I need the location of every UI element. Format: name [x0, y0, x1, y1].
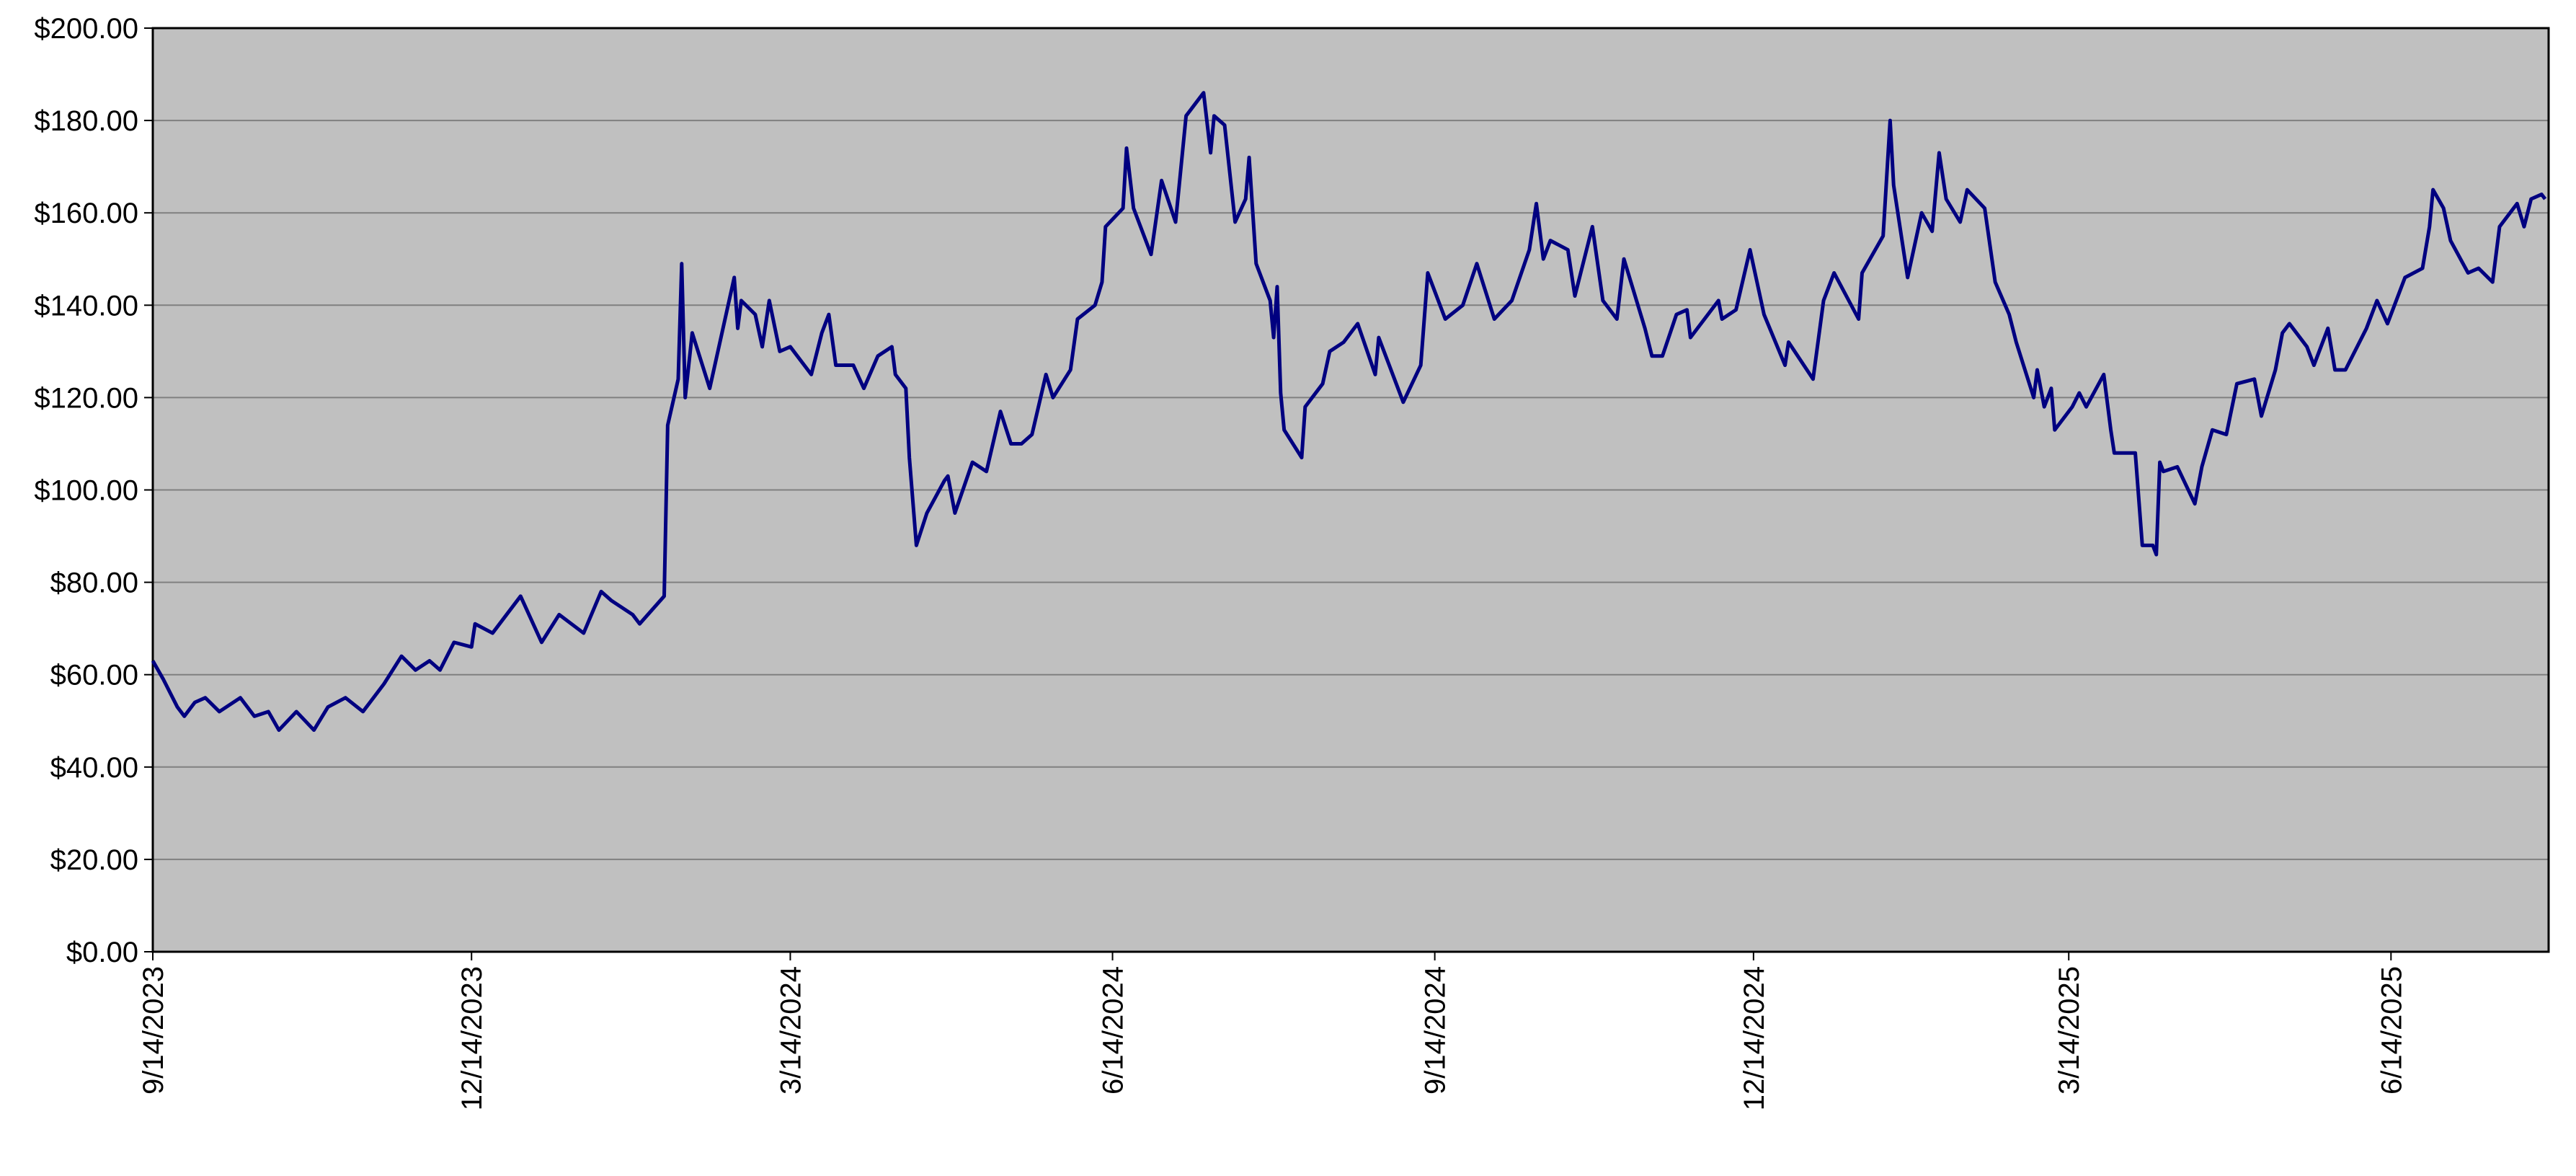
y-tick-label: $60.00 — [50, 660, 138, 691]
y-tick-label: $200.00 — [34, 13, 138, 45]
y-tick-label: $100.00 — [34, 475, 138, 507]
x-tick-label: 12/14/2024 — [1738, 966, 1770, 1110]
y-tick-label: $80.00 — [50, 567, 138, 599]
x-tick-label: 12/14/2023 — [456, 966, 488, 1110]
x-tick-label: 3/14/2025 — [2053, 966, 2085, 1095]
y-tick-label: $0.00 — [66, 937, 138, 968]
y-tick-label: $120.00 — [34, 382, 138, 414]
y-tick-label: $180.00 — [34, 105, 138, 137]
x-tick-label: 9/14/2023 — [138, 966, 169, 1095]
y-tick-label: $40.00 — [50, 752, 138, 784]
x-tick-label: 6/14/2024 — [1098, 966, 1129, 1095]
plot-border — [151, 27, 2550, 953]
y-tick-label: $20.00 — [50, 844, 138, 876]
y-tick-label: $140.00 — [34, 290, 138, 322]
x-tick-label: 9/14/2024 — [1420, 966, 1452, 1095]
y-tick-label: $160.00 — [34, 198, 138, 229]
x-tick-label: 3/14/2024 — [775, 966, 807, 1095]
x-tick-label: 6/14/2025 — [2376, 966, 2407, 1095]
price-line — [151, 91, 2547, 733]
